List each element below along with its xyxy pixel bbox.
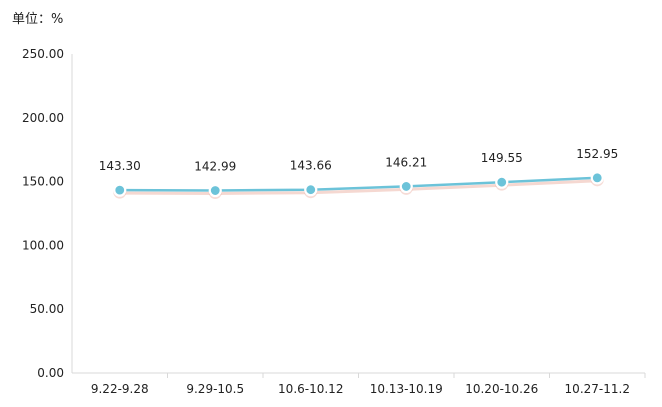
data-point [495, 175, 509, 189]
y-tick-label: 0.00 [37, 366, 64, 380]
series-line [119, 176, 598, 192]
x-tick-label: 10.13-10.19 [370, 382, 443, 396]
data-label: 152.95 [576, 147, 618, 161]
y-axis-ticks: 0.00 50.00 100.00 150.00 200.00 250.00 [22, 47, 64, 380]
series-line-shadow [119, 179, 598, 196]
data-label: 142.99 [194, 160, 236, 174]
x-tick-label: 10.27-11.2 [565, 382, 630, 396]
data-point [399, 179, 413, 194]
chart-axes [71, 54, 645, 374]
data-label: 143.30 [99, 159, 141, 173]
x-tick-label: 10.20-10.26 [465, 382, 538, 396]
data-point [113, 183, 127, 197]
x-tick-label: 10.6-10.12 [278, 382, 343, 396]
data-point [304, 183, 318, 197]
y-tick-label: 150.00 [22, 175, 64, 189]
data-labels: 143.30 142.99 143.66 146.21 149.55 152.95 [99, 147, 619, 174]
data-label: 149.55 [481, 151, 523, 165]
y-tick-label: 250.00 [22, 47, 64, 61]
x-axis-ticks: 9.22-9.28 9.29-10.5 10.6-10.12 10.13-10.19 1… [91, 373, 646, 396]
x-tick-label: 9.29-10.5 [186, 382, 244, 396]
y-tick-label: 50.00 [30, 302, 64, 316]
data-point [208, 183, 222, 198]
y-tick-label: 100.00 [22, 238, 64, 252]
unit-label: 单位：% [12, 12, 64, 27]
data-point [590, 171, 604, 185]
data-label: 146.21 [385, 155, 427, 169]
x-tick-label: 9.22-9.28 [91, 382, 149, 396]
series-layer [113, 171, 604, 200]
y-tick-label: 200.00 [22, 111, 64, 125]
data-label: 143.66 [290, 159, 332, 173]
